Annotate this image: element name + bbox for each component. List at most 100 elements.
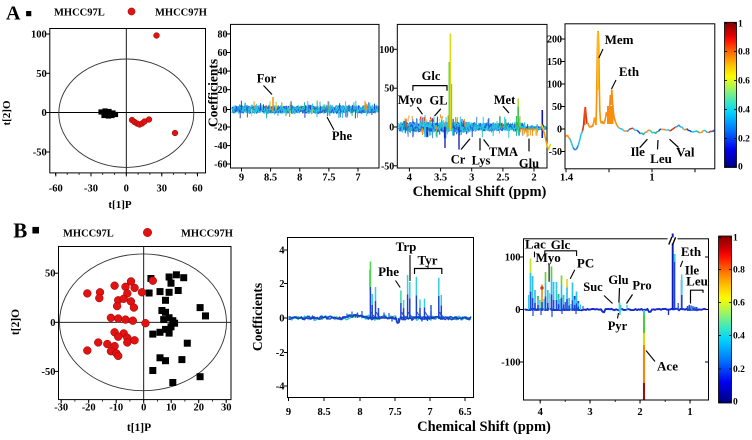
- svg-text:150: 150: [547, 57, 562, 68]
- svg-text:Phe: Phe: [332, 129, 353, 143]
- svg-text:0: 0: [124, 184, 129, 195]
- svg-text:Leu: Leu: [686, 274, 708, 289]
- svg-text:50: 50: [45, 269, 56, 280]
- svg-text:2: 2: [531, 172, 536, 183]
- svg-text:Eth: Eth: [681, 244, 702, 259]
- svg-text:-30: -30: [84, 184, 98, 195]
- svg-text:Coefficients: Coefficients: [250, 283, 265, 351]
- svg-text:-50: -50: [33, 148, 47, 159]
- svg-text:-20: -20: [82, 403, 96, 414]
- svg-text:100: 100: [547, 80, 562, 91]
- svg-text:20: 20: [193, 403, 204, 414]
- svg-text:For: For: [257, 72, 277, 86]
- svg-text:Myo: Myo: [535, 250, 560, 265]
- svg-text:Met: Met: [494, 93, 516, 107]
- svg-text:Ile: Ile: [630, 144, 645, 159]
- svg-text:7.5: 7.5: [322, 172, 335, 183]
- svg-text:MHCC97L: MHCC97L: [54, 8, 105, 19]
- svg-text:t[2]O: t[2]O: [1, 100, 13, 125]
- svg-text:1: 1: [649, 172, 654, 183]
- svg-text:Suc: Suc: [583, 280, 603, 294]
- svg-text:8.5: 8.5: [317, 407, 330, 418]
- svg-text:-60: -60: [214, 160, 227, 171]
- svg-text:-100: -100: [501, 358, 520, 369]
- svg-text:0: 0: [223, 105, 228, 116]
- svg-text:-50: -50: [549, 147, 562, 158]
- svg-text:100: 100: [505, 253, 521, 264]
- svg-text:8: 8: [357, 407, 362, 418]
- svg-text:100: 100: [31, 30, 47, 41]
- svg-text:Mem: Mem: [605, 32, 634, 47]
- svg-text:-60: -60: [49, 184, 63, 195]
- svg-text:Phe: Phe: [378, 264, 399, 279]
- svg-text:Cr: Cr: [451, 153, 466, 167]
- svg-text:0: 0: [515, 305, 520, 316]
- svg-text:2: 2: [637, 407, 642, 418]
- svg-text:t[2]O: t[2]O: [10, 309, 22, 335]
- svg-text:-20: -20: [214, 123, 227, 134]
- svg-text:0.4: 0.4: [733, 332, 745, 342]
- svg-text:1: 1: [687, 407, 692, 418]
- svg-text:3.5: 3.5: [434, 172, 447, 183]
- svg-text:0: 0: [50, 318, 55, 329]
- svg-text:0.2: 0.2: [738, 135, 750, 145]
- svg-text:MHCC97L: MHCC97L: [63, 229, 114, 240]
- svg-text:4: 4: [538, 407, 544, 418]
- svg-text:0.4: 0.4: [738, 106, 750, 116]
- svg-text:0: 0: [141, 403, 146, 414]
- svg-text:40: 40: [218, 67, 228, 78]
- svg-text:-30: -30: [54, 403, 68, 414]
- svg-text:7: 7: [355, 172, 360, 183]
- svg-text:60: 60: [192, 184, 203, 195]
- svg-text:Tyr: Tyr: [418, 253, 438, 268]
- svg-text:0: 0: [557, 125, 562, 136]
- svg-text:Lac: Lac: [525, 237, 546, 252]
- svg-text:GL: GL: [429, 94, 447, 108]
- svg-text:8.5: 8.5: [264, 172, 277, 183]
- svg-text:8: 8: [297, 172, 302, 183]
- svg-text:t[1]P: t[1]P: [108, 199, 131, 211]
- svg-text:-50: -50: [381, 161, 394, 172]
- svg-text:-10: -10: [109, 403, 123, 414]
- svg-text:Glu: Glu: [519, 157, 539, 171]
- svg-text:Trp: Trp: [396, 239, 417, 254]
- svg-text:Lys: Lys: [472, 154, 491, 168]
- svg-text:Pro: Pro: [632, 279, 651, 293]
- svg-text:t[1]P: t[1]P: [127, 422, 151, 434]
- svg-text:1: 1: [738, 20, 743, 30]
- svg-text:50: 50: [552, 102, 562, 113]
- svg-text:Chemical Shift (ppm): Chemical Shift (ppm): [417, 419, 551, 435]
- svg-text:6.5: 6.5: [458, 407, 471, 418]
- svg-text:9: 9: [286, 407, 291, 418]
- svg-text:Glc: Glc: [422, 69, 441, 83]
- svg-text:PC: PC: [577, 256, 594, 271]
- svg-text:9: 9: [239, 172, 244, 183]
- svg-text:100: 100: [379, 45, 394, 56]
- svg-text:4: 4: [407, 172, 413, 183]
- svg-text:4: 4: [279, 246, 285, 257]
- svg-text:7: 7: [427, 407, 432, 418]
- svg-text:Glu: Glu: [608, 273, 628, 287]
- svg-text:0.8: 0.8: [733, 266, 745, 276]
- svg-text:TMA: TMA: [489, 145, 518, 159]
- svg-text:2: 2: [279, 279, 284, 290]
- svg-text:20: 20: [218, 85, 228, 96]
- svg-text:0.2: 0.2: [733, 365, 745, 375]
- svg-text:0: 0: [733, 398, 738, 408]
- svg-text:MHCC97H: MHCC97H: [181, 229, 233, 240]
- svg-text:0: 0: [279, 314, 284, 325]
- svg-text:60: 60: [218, 48, 228, 59]
- svg-text:-40: -40: [214, 141, 227, 152]
- svg-text:0.6: 0.6: [738, 77, 750, 87]
- svg-text:Eth: Eth: [619, 64, 640, 79]
- svg-text:Coefficients: Coefficients: [206, 59, 221, 127]
- svg-text:30: 30: [157, 184, 168, 195]
- svg-text:0: 0: [738, 163, 743, 173]
- svg-text:50: 50: [384, 84, 394, 95]
- svg-text:MHCC97H: MHCC97H: [155, 8, 207, 19]
- svg-text:-4: -4: [276, 382, 285, 393]
- svg-text:2.5: 2.5: [496, 172, 509, 183]
- svg-text:A: A: [6, 2, 21, 24]
- svg-text:Ile: Ile: [685, 263, 700, 278]
- svg-text:50: 50: [36, 69, 47, 80]
